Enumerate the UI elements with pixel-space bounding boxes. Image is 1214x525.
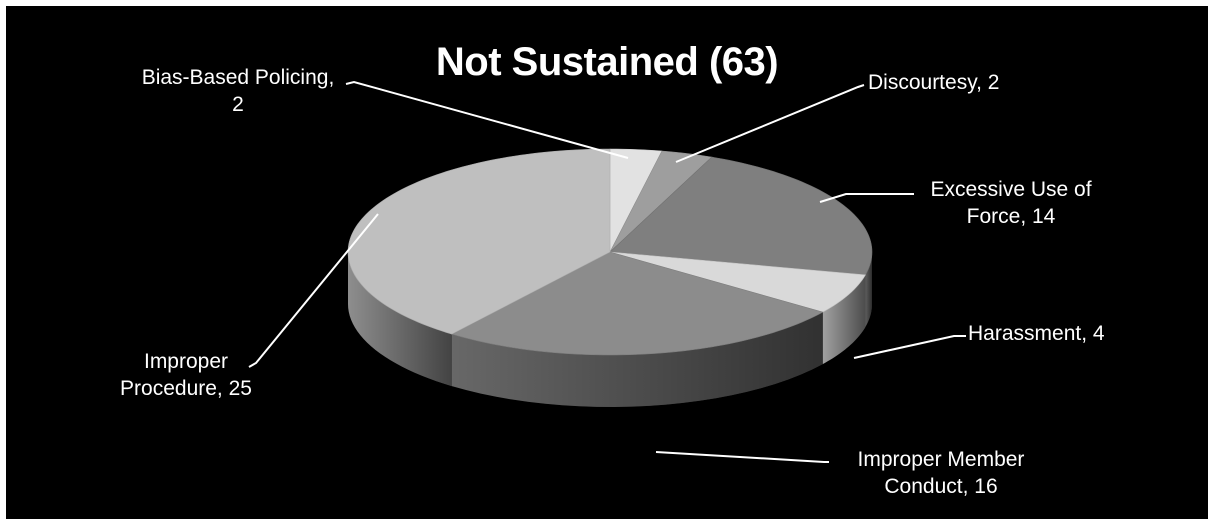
- pie-side-shade-excessive-use-of-force: [865, 252, 872, 327]
- pie-sides: [348, 252, 872, 407]
- data-label-bias-based-policing: Bias-Based Policing, 2: [141, 66, 335, 116]
- leader-line-excessive-use-of-force: [819, 193, 914, 203]
- leader-line-bias-based-policing: [345, 80, 629, 159]
- data-label-improper-member-conduct: Improper Member Conduct, 16: [857, 448, 1025, 498]
- data-label-discourtesy: Discourtesy, 2: [868, 71, 1000, 94]
- pie-side-shade-improper-procedure: [348, 252, 452, 387]
- data-label-improper-procedure: Improper Procedure, 25: [120, 350, 252, 400]
- pie-slice-improper-procedure: [347, 148, 611, 335]
- pie-slices: [347, 148, 873, 356]
- pie-chart: [248, 80, 966, 463]
- chart-title: Not Sustained (63): [435, 40, 779, 84]
- leader-line-improper-procedure: [248, 213, 379, 368]
- pie-slice-improper-member-conduct: [450, 251, 824, 356]
- leader-lines: [248, 80, 966, 463]
- leader-line-harassment: [853, 335, 966, 359]
- pie-side-shade-harassment: [822, 274, 866, 365]
- data-label-harassment: Harassment, 4: [968, 322, 1105, 345]
- pie-slice-harassment: [609, 251, 866, 313]
- chart-area: Not Sustained (63) Bias-Based Policing, …: [6, 6, 1208, 519]
- data-label-excessive-use-of-force: Excessive Use of Force, 14: [930, 178, 1092, 228]
- pie-side-shade-improper-member-conduct: [451, 312, 823, 407]
- leader-line-improper-member-conduct: [655, 451, 829, 463]
- pie-slice-discourtesy: [609, 150, 713, 253]
- pie-slice-excessive-use-of-force: [609, 156, 873, 276]
- leader-line-discourtesy: [675, 84, 865, 163]
